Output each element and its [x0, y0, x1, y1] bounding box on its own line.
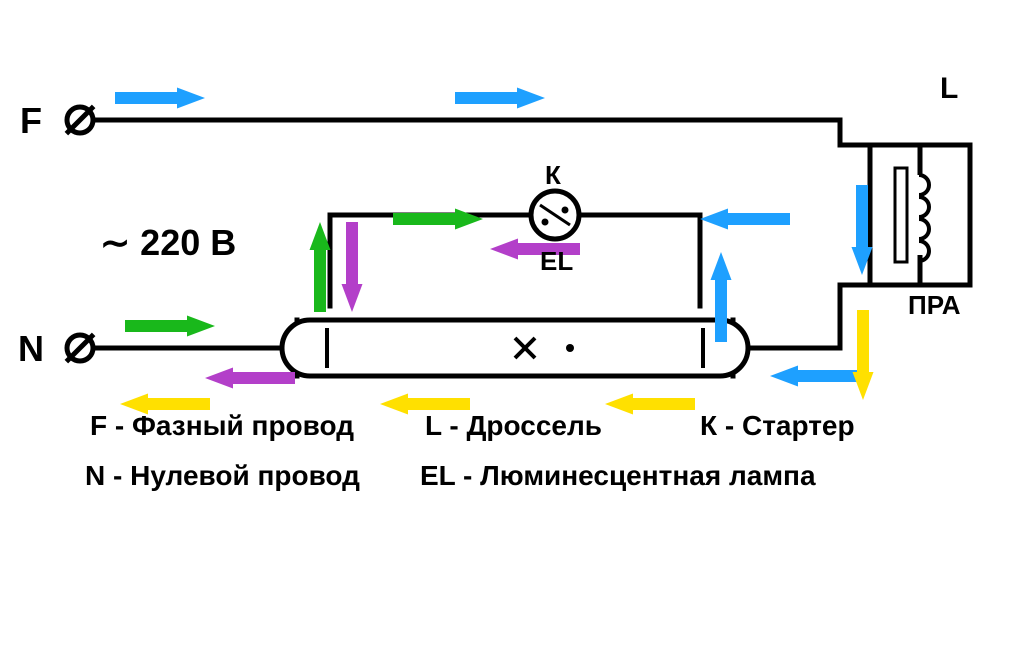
label-N: N: [18, 328, 44, 370]
legend-K: К - Стартер: [700, 410, 855, 442]
legend-L: L - Дроссель: [425, 410, 602, 442]
label-F: F: [20, 100, 42, 142]
legend-EL: EL - Люминесцентная лампа: [420, 460, 816, 492]
label-PRA: ПРА: [908, 290, 961, 321]
label-EL: EL: [540, 246, 573, 277]
label-L-top: L: [940, 72, 958, 106]
diagram-svg: [0, 0, 1015, 650]
diagram-stage: F N ∼ 220 В L ПРА К EL F - Фазный провод…: [0, 0, 1015, 650]
label-K: К: [545, 160, 561, 191]
label-voltage: ∼ 220 В: [100, 222, 236, 264]
legend-F: F - Фазный провод: [90, 410, 354, 442]
legend-N: N - Нулевой провод: [85, 460, 360, 492]
